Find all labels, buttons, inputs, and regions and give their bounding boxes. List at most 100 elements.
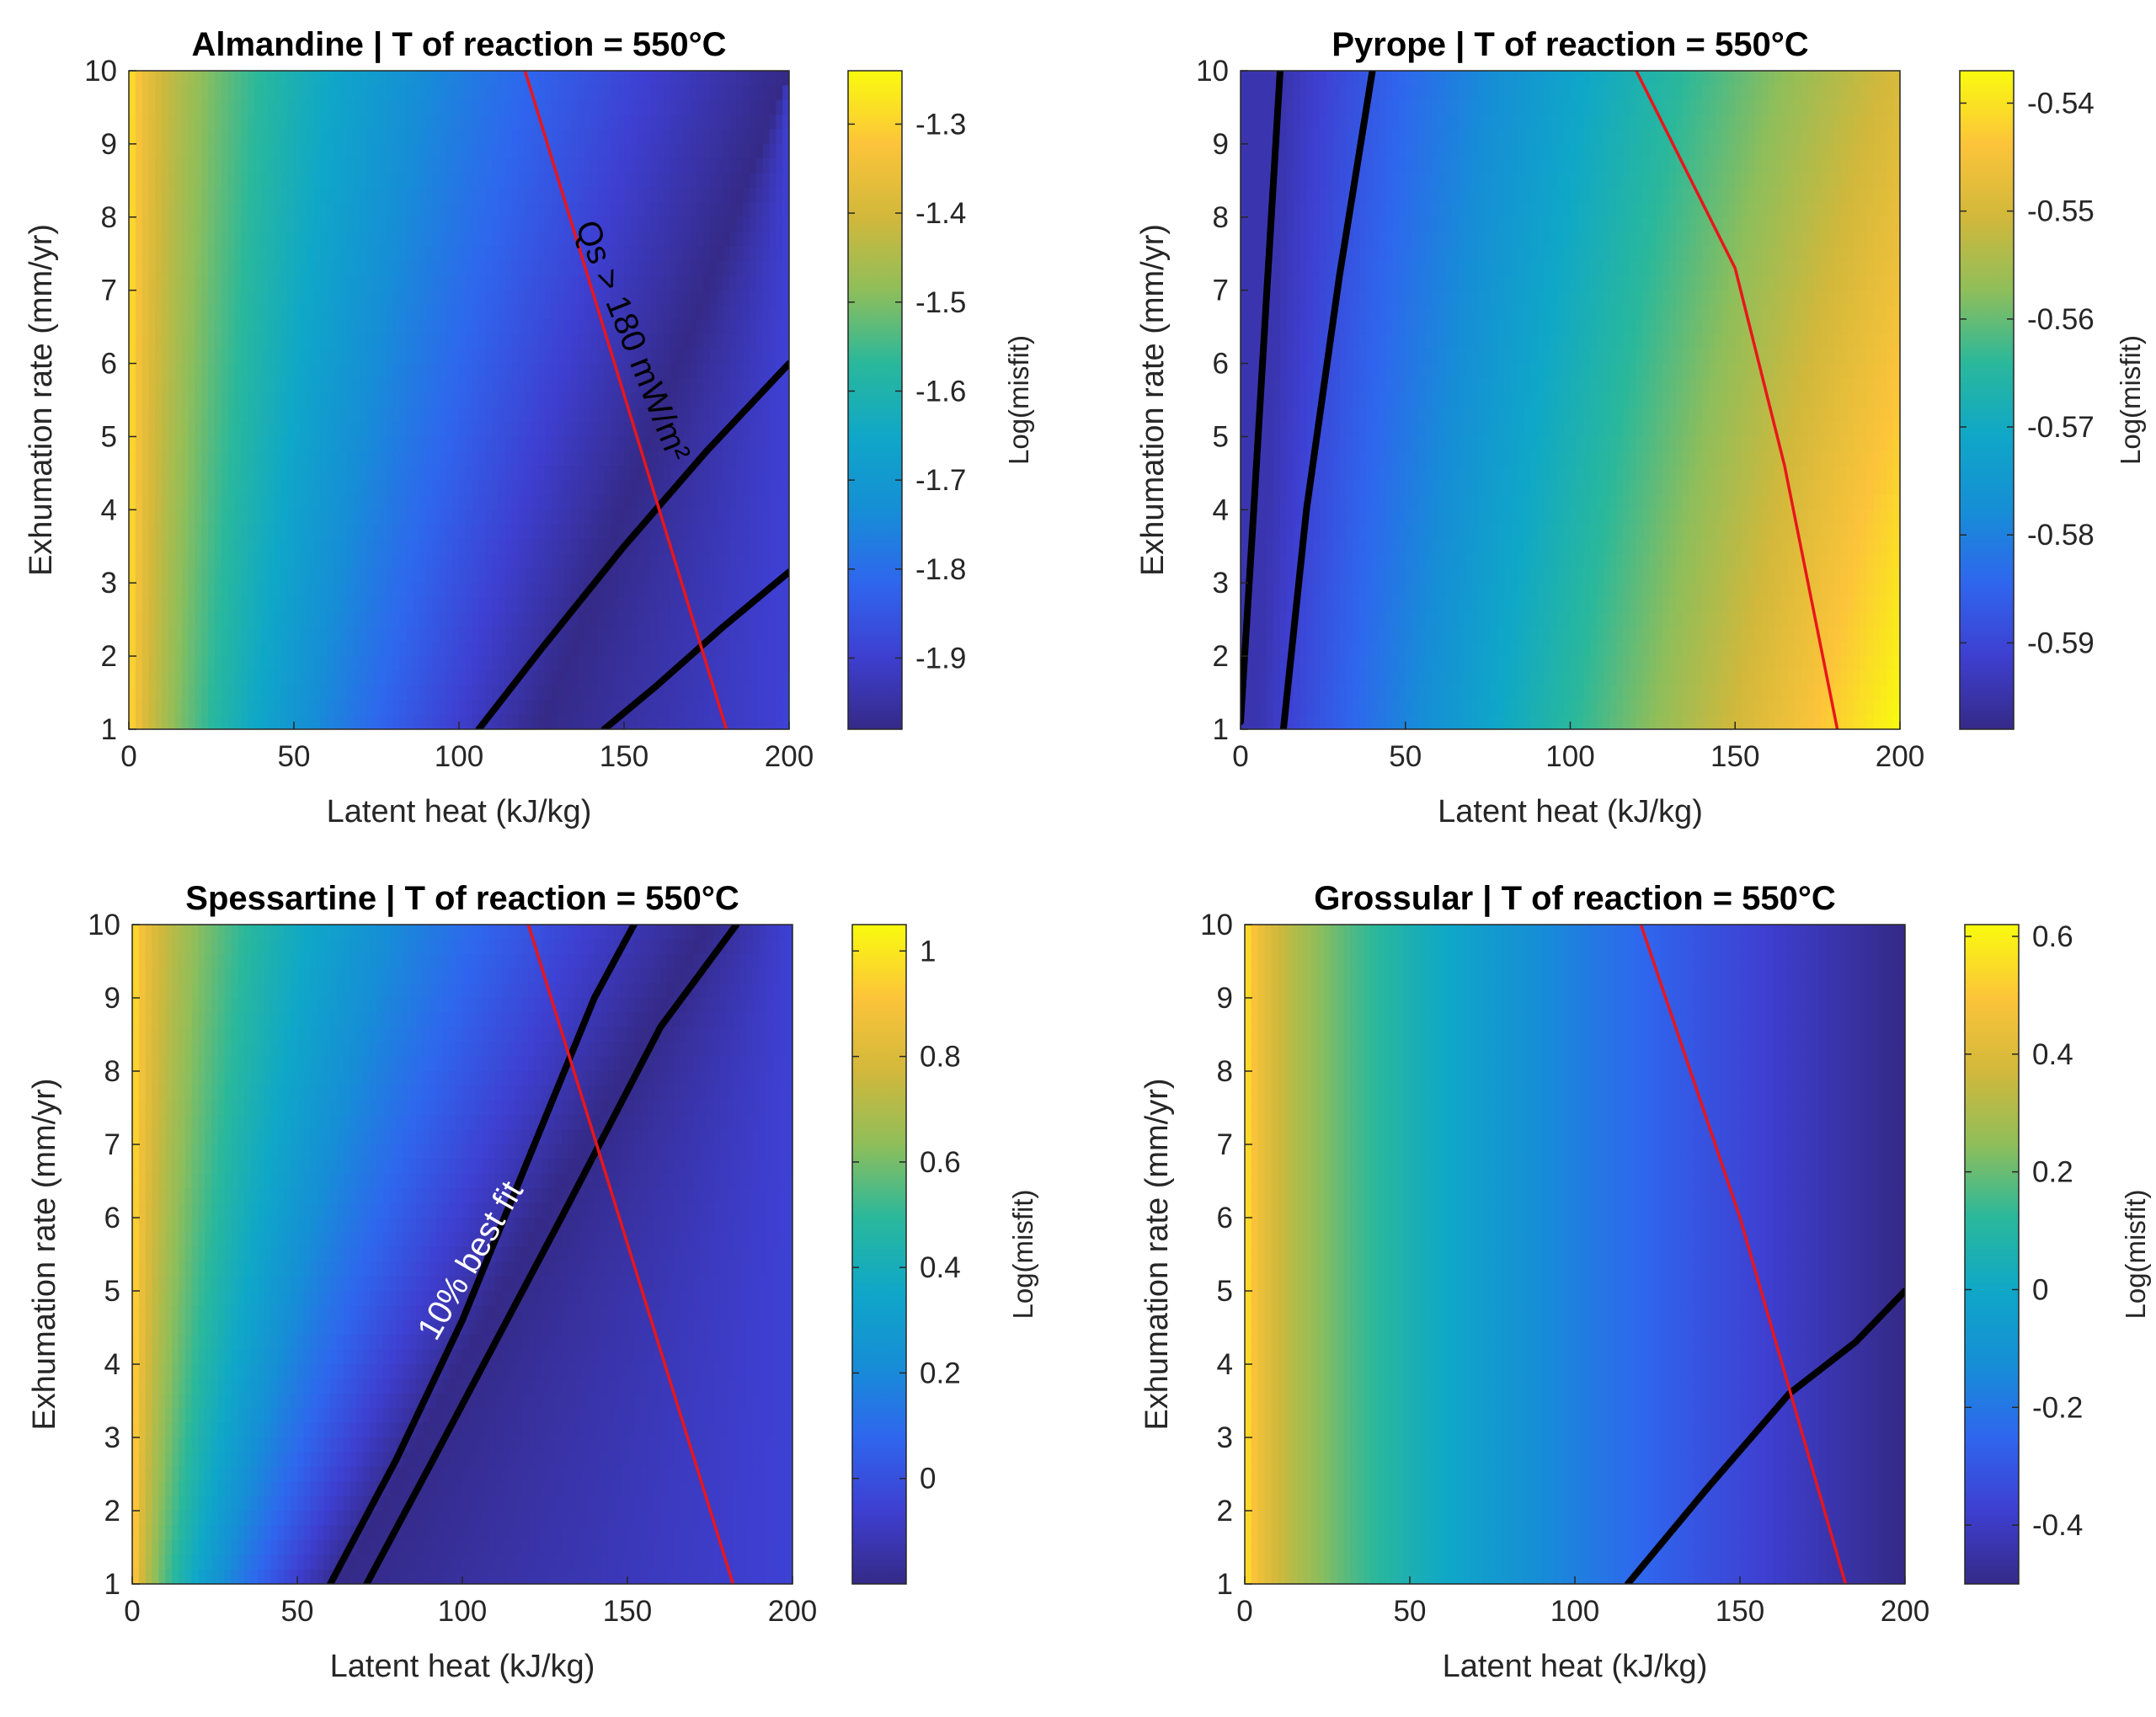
heatmap-cell — [432, 129, 440, 145]
heatmap-cell — [379, 143, 387, 159]
heatmap-cell — [1781, 115, 1789, 131]
heatmap-cell — [148, 99, 157, 115]
heatmap-cell — [1319, 85, 1327, 101]
heatmap-cell — [465, 611, 473, 628]
heatmap-cell — [1781, 71, 1789, 87]
heatmap-cell — [373, 611, 381, 628]
heatmap-cell — [1668, 85, 1677, 101]
heatmap-cell — [406, 422, 414, 438]
heatmap-cell — [214, 129, 222, 145]
heatmap-cell — [571, 509, 579, 525]
heatmap-cell — [590, 99, 599, 115]
heatmap-cell — [558, 305, 566, 321]
heatmap-cell — [208, 158, 216, 174]
heatmap-cell — [327, 670, 334, 686]
heatmap-cell — [1458, 115, 1465, 131]
heatmap-cell — [630, 568, 638, 584]
heatmap-cell — [743, 260, 750, 276]
heatmap-cell — [743, 99, 750, 115]
heatmap-cell — [676, 143, 685, 159]
heatmap-cell — [155, 260, 163, 276]
heatmap-cell — [346, 216, 355, 232]
heatmap-cell — [1742, 99, 1749, 115]
heatmap-cell — [339, 407, 348, 423]
heatmap-cell — [690, 597, 697, 613]
heatmap-cell — [782, 583, 789, 599]
heatmap-cell — [334, 480, 341, 496]
heatmap-cell — [346, 377, 355, 394]
heatmap-cell — [611, 700, 618, 716]
heatmap-cell — [637, 553, 645, 569]
heatmap-cell — [253, 319, 262, 335]
heatmap-cell — [1550, 85, 1558, 101]
heatmap-cell — [188, 333, 196, 349]
heatmap-cell — [511, 494, 520, 511]
heatmap-cell — [432, 188, 440, 204]
heatmap-cell — [452, 246, 460, 262]
heatmap-cell — [558, 392, 566, 408]
heatmap-cell — [201, 524, 209, 540]
heatmap-cell — [300, 115, 308, 131]
heatmap-cell — [339, 641, 348, 657]
heatmap-cell — [208, 71, 216, 87]
heatmap-cell — [657, 333, 664, 349]
heatmap-cell — [208, 656, 216, 672]
heatmap-cell — [214, 173, 222, 189]
heatmap-cell — [499, 656, 506, 672]
heatmap-cell — [617, 553, 625, 569]
heatmap-cell — [459, 714, 467, 729]
heatmap-cell — [267, 305, 275, 321]
heatmap-cell — [1642, 99, 1651, 115]
heatmap-cell — [696, 216, 704, 232]
heatmap-cell — [709, 188, 718, 204]
heatmap-cell — [300, 202, 308, 218]
heatmap-cell — [353, 232, 361, 248]
heatmap-cell — [339, 422, 348, 438]
heatmap-cell — [413, 422, 420, 438]
heatmap-cell — [1656, 85, 1663, 101]
heatmap-cell — [181, 656, 189, 672]
heatmap-cell — [339, 670, 348, 686]
heatmap-cell — [584, 275, 592, 291]
heatmap-cell — [419, 188, 427, 204]
heatmap-cell — [366, 202, 374, 218]
heatmap-cell — [287, 260, 295, 276]
heatmap-cell — [162, 597, 169, 613]
heatmap-cell — [148, 158, 157, 174]
heatmap-cell — [465, 143, 473, 159]
heatmap-cell — [1840, 99, 1849, 115]
heatmap-cell — [221, 597, 229, 613]
heatmap-cell — [287, 99, 295, 115]
heatmap-cell — [597, 158, 606, 174]
heatmap-cell — [617, 349, 625, 365]
heatmap-cell — [465, 99, 473, 115]
heatmap-cell — [406, 524, 414, 540]
heatmap-cell — [214, 71, 222, 87]
heatmap-cell — [472, 319, 480, 335]
heatmap-cell — [676, 290, 685, 306]
heatmap-cell — [129, 670, 136, 686]
heatmap-cell — [1379, 71, 1386, 87]
heatmap-cell — [1603, 85, 1611, 101]
heatmap-cell — [1313, 129, 1321, 145]
heatmap-cell — [425, 363, 434, 379]
heatmap-cell — [241, 246, 248, 262]
heatmap-cell — [499, 627, 506, 643]
heatmap-cell — [664, 260, 671, 276]
heatmap-cell — [188, 509, 196, 525]
heatmap-cell — [504, 290, 513, 306]
heatmap-cell — [571, 188, 579, 204]
heatmap-cell — [386, 275, 394, 291]
heatmap-cell — [670, 246, 678, 262]
heatmap-cell — [1365, 129, 1374, 145]
heatmap-cell — [432, 509, 440, 525]
heatmap-cell — [492, 173, 499, 189]
heatmap-cell — [392, 436, 401, 452]
heatmap-cell — [446, 363, 453, 379]
heatmap-cell — [227, 349, 236, 365]
heatmap-cell — [657, 627, 664, 643]
heatmap-cell — [676, 115, 685, 131]
heatmap-cell — [518, 480, 526, 496]
heatmap-cell — [274, 392, 282, 408]
heatmap-cell — [300, 494, 308, 511]
